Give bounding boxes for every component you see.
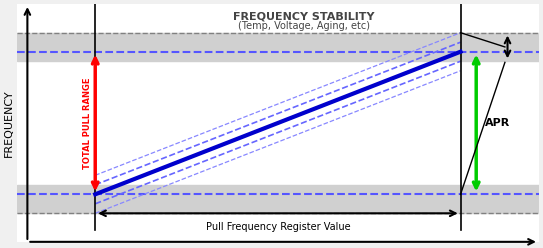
Bar — [17, 33, 539, 61]
Text: Pull Frequency Register Value: Pull Frequency Register Value — [206, 222, 350, 232]
Bar — [17, 185, 539, 213]
Text: (Temp, Voltage, Aging, etc): (Temp, Voltage, Aging, etc) — [238, 21, 370, 31]
Text: FREQUENCY STABILITY: FREQUENCY STABILITY — [233, 11, 375, 21]
Text: APR: APR — [484, 118, 510, 128]
Y-axis label: FREQUENCY: FREQUENCY — [4, 89, 14, 157]
Text: TOTAL PULL RANGE: TOTAL PULL RANGE — [83, 77, 92, 169]
